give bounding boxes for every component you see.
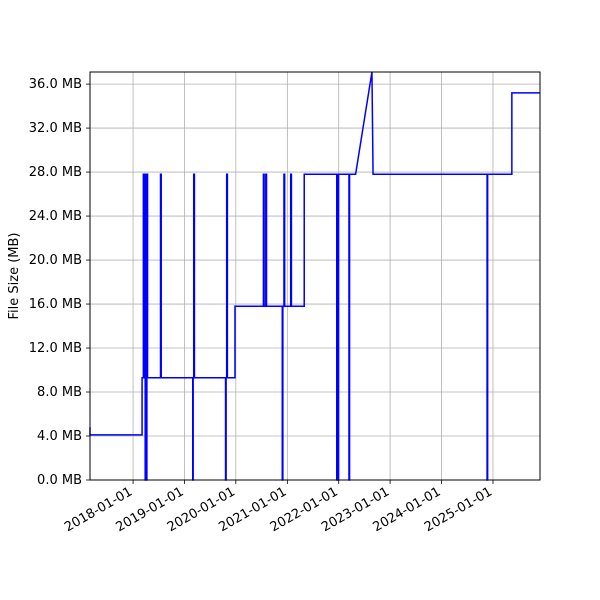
series-group bbox=[89, 71, 540, 481]
y-tick-label: 36.0 MB bbox=[29, 77, 82, 92]
file-size-series-line bbox=[89, 71, 540, 481]
plot-frame bbox=[89, 71, 541, 481]
y-tick-label: 28.0 MB bbox=[29, 165, 82, 180]
y-axis-ticks: 0.0 MB 4.0 MB 8.0 MB 12.0 MB 16.0 MB 20.0 MB 2… bbox=[29, 77, 90, 488]
y-tick-label: 0.0 MB bbox=[37, 473, 82, 488]
y-tick-label: 8.0 MB bbox=[37, 385, 82, 400]
y-tick-label: 32.0 MB bbox=[29, 121, 82, 136]
y-axis-label: File Size (MB) bbox=[7, 233, 22, 320]
y-tick-label: 24.0 MB bbox=[29, 209, 82, 224]
y-tick-label: 20.0 MB bbox=[29, 253, 82, 268]
y-tick-label: 12.0 MB bbox=[29, 341, 82, 356]
y-tick-label: 16.0 MB bbox=[29, 297, 82, 312]
y-tick-label: 4.0 MB bbox=[37, 429, 82, 444]
